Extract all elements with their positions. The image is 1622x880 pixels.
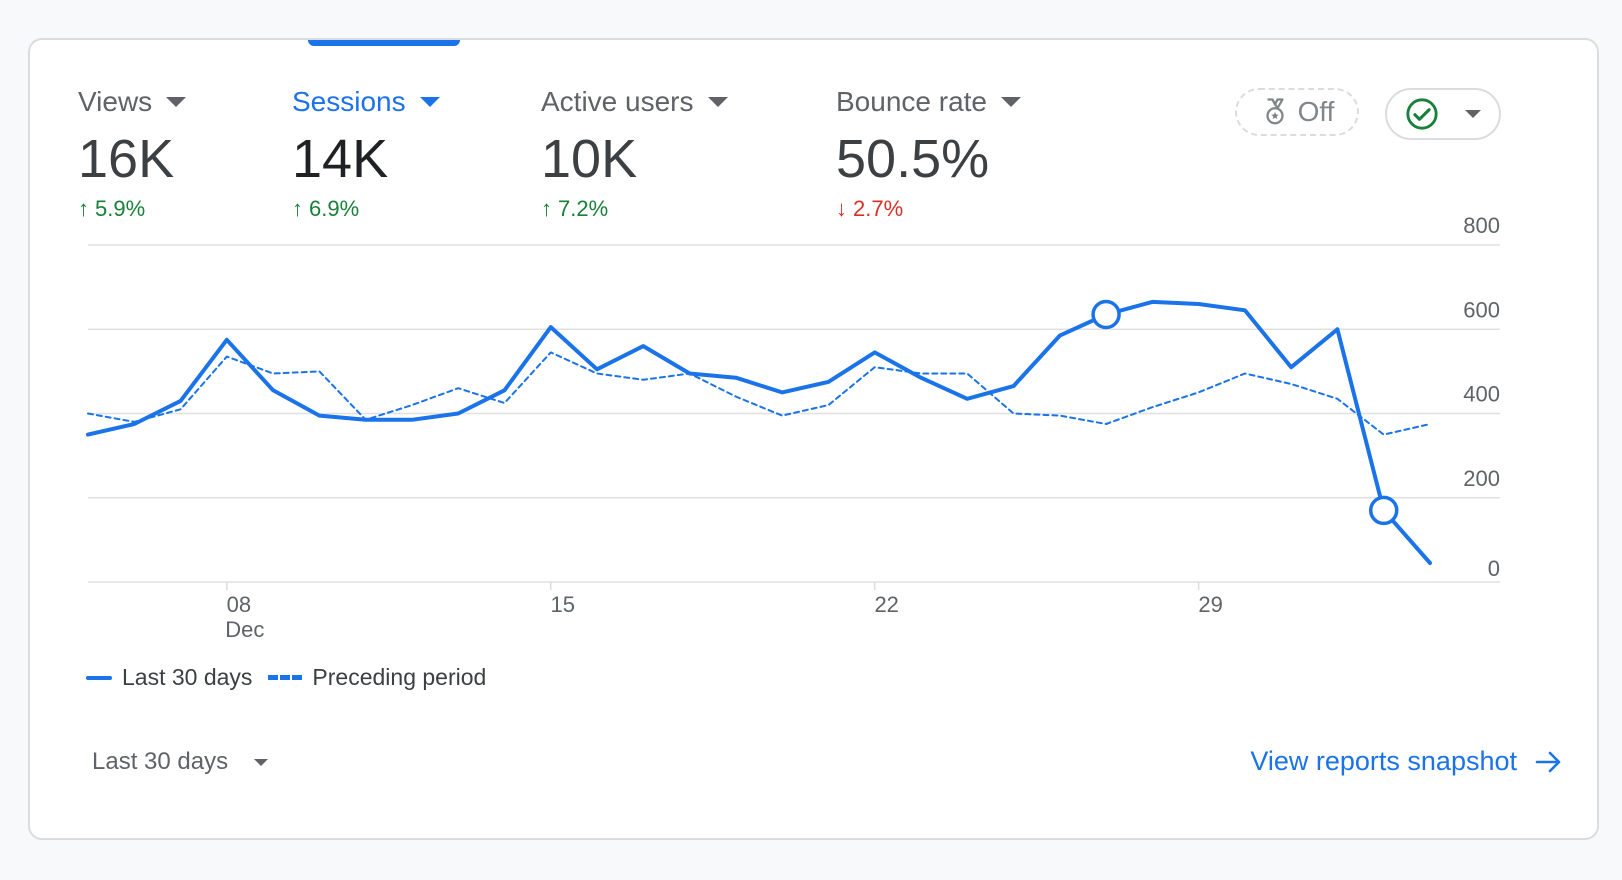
highlight-point[interactable] (1091, 299, 1121, 330)
metric-label: Sessions (292, 86, 406, 117)
metric-change-value: 2.7% (853, 196, 904, 221)
view-link-label: View reports snapshot (1250, 746, 1517, 776)
legend-label: Last 30 days (122, 664, 253, 690)
metric-name[interactable]: Sessions (292, 86, 440, 118)
x-tick-label: 08 (227, 592, 251, 617)
metric-value: 16K (78, 129, 175, 189)
y-tick-label: 600 (1463, 297, 1500, 322)
metric-value: 14K (292, 129, 389, 189)
metric-change-value: 5.9% (95, 196, 146, 221)
metric-change-value: 7.2% (558, 196, 609, 221)
metric-tab-bounce-rate[interactable]: Bounce rate 50.5% ↓ 2.7% (836, 86, 1021, 222)
caret-down-icon (419, 97, 440, 107)
check-circle-icon (1406, 98, 1438, 130)
metric-change: ↑ 6.9% (292, 196, 440, 222)
x-tick-label: 15 (551, 592, 575, 617)
chart-highlights (1091, 299, 1399, 526)
metric-value: 50.5% (836, 129, 990, 189)
metric-value: 10K (541, 129, 638, 189)
x-tick-label: 29 (1198, 592, 1222, 617)
metric-name[interactable]: Views (78, 86, 187, 118)
metric-tab-sessions[interactable]: Sessions 14K ↑ 6.9% (292, 86, 440, 222)
caret-down-icon (1001, 97, 1021, 107)
view-reports-snapshot-link[interactable]: View reports snapshot (1250, 746, 1563, 777)
metric-label: Bounce rate (836, 86, 987, 117)
date-range-select[interactable]: Last 30 days (92, 748, 269, 776)
medal-icon (1265, 98, 1284, 125)
date-range-label: Last 30 days (92, 748, 229, 775)
arrow-down-icon: ↓ (836, 196, 847, 221)
chart-series (86, 299, 1432, 565)
x-tick-label: 22 (874, 592, 898, 617)
x-tick-sublabel: Dec (225, 617, 264, 642)
metric-change-value: 6.9% (309, 196, 360, 221)
y-tick-label: 400 (1463, 382, 1500, 407)
arrow-right-icon (1535, 751, 1561, 772)
y-tick-label: 0 (1488, 556, 1500, 581)
metric-label: Views (78, 86, 153, 117)
metric-change: ↓ 2.7% (836, 196, 1021, 222)
analytics-card: Views 16K ↑ 5.9% Sessions 14K ↑ 6.9% Act… (28, 38, 1599, 840)
active-metric-indicator (308, 40, 460, 46)
series-line-preceding-period (87, 351, 1431, 436)
legend-item-current: Last 30 days (86, 664, 252, 691)
metric-name[interactable]: Active users (541, 86, 728, 118)
y-tick-label: 800 (1463, 213, 1500, 238)
arrow-up-icon: ↑ (78, 196, 89, 221)
caret-down-icon (254, 758, 269, 766)
metric-tab-views[interactable]: Views 16K ↑ 5.9% (78, 86, 187, 222)
chart-legend: Last 30 days Preceding period (86, 664, 486, 691)
solid-line-swatch (86, 675, 112, 680)
legend-label: Preceding period (312, 664, 487, 690)
legend-item-previous: Preceding period (268, 664, 486, 691)
benchmark-label: Off (1297, 96, 1335, 127)
highlight-point[interactable] (1368, 495, 1399, 526)
caret-down-icon (707, 97, 728, 107)
benchmark-toggle[interactable]: Off (1235, 88, 1359, 136)
metric-change: ↑ 7.2% (541, 196, 728, 222)
y-tick-label: 200 (1463, 466, 1500, 491)
caret-down-icon (1465, 110, 1481, 118)
dashed-line-swatch (268, 675, 303, 680)
metric-label: Active users (541, 86, 694, 117)
metric-change: ↑ 5.9% (78, 196, 186, 222)
y-axis-ticks: 0 200 400 600 800 (1463, 213, 1500, 581)
metric-name[interactable]: Bounce rate (836, 86, 1021, 118)
metric-tab-active-users[interactable]: Active users 10K ↑ 7.2% (541, 86, 728, 222)
caret-down-icon (166, 97, 187, 107)
arrow-up-icon: ↑ (292, 196, 303, 221)
status-dropdown[interactable] (1385, 88, 1501, 140)
arrow-up-icon: ↑ (541, 196, 552, 221)
series-line-last-30-days (86, 299, 1432, 565)
